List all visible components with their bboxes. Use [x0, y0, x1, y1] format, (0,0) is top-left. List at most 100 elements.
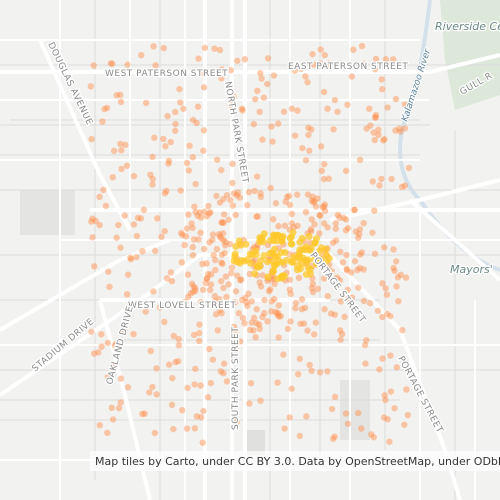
point: [133, 232, 141, 240]
point: [232, 288, 240, 295]
point: [350, 46, 357, 53]
point: [304, 79, 311, 86]
point: [104, 339, 112, 347]
point: [371, 136, 378, 144]
point: [146, 389, 153, 396]
point: [192, 287, 199, 294]
point: [401, 101, 409, 108]
point: [98, 343, 105, 350]
point: [187, 290, 195, 297]
point: [189, 154, 197, 161]
point: [232, 345, 240, 352]
point: [242, 294, 249, 302]
point: [254, 213, 262, 220]
point: [354, 409, 362, 417]
place-label: Riverside Ce: [435, 20, 500, 33]
point: [382, 56, 390, 63]
point: [261, 296, 268, 304]
point: [317, 143, 325, 150]
point: [113, 340, 120, 348]
point: [204, 270, 212, 278]
point: [206, 345, 213, 353]
point: [188, 280, 196, 287]
point: [212, 311, 220, 318]
point: [191, 203, 198, 210]
point: [260, 94, 268, 101]
point: [238, 105, 246, 112]
point: [241, 56, 249, 63]
point: [231, 250, 239, 258]
street-label: EAST PATERSON STREET: [288, 62, 408, 72]
point: [212, 256, 219, 264]
point: [284, 325, 292, 333]
point: [200, 84, 208, 91]
point: [185, 211, 192, 218]
point: [218, 251, 225, 258]
point: [200, 147, 207, 154]
point: [258, 234, 266, 242]
point: [308, 126, 315, 133]
point: [344, 224, 352, 232]
point: [234, 272, 241, 279]
point: [253, 306, 260, 313]
point: [391, 405, 398, 412]
point: [292, 299, 300, 307]
point: [272, 200, 280, 207]
point: [288, 258, 296, 266]
point: [264, 318, 271, 325]
point: [381, 392, 388, 399]
point: [137, 215, 145, 222]
point: [354, 234, 362, 242]
point: [220, 219, 227, 227]
point: [339, 259, 347, 266]
point: [376, 366, 383, 373]
point: [381, 136, 388, 143]
point: [204, 275, 211, 282]
point: [147, 347, 154, 355]
point: [153, 391, 160, 398]
point: [180, 105, 187, 112]
point: [390, 264, 397, 272]
point: [163, 275, 171, 282]
point: [311, 221, 318, 228]
point: [320, 220, 328, 227]
point: [393, 364, 401, 371]
point: [268, 308, 275, 315]
point: [189, 116, 197, 124]
point: [392, 258, 400, 265]
point: [342, 227, 350, 234]
point: [248, 251, 256, 259]
point: [104, 373, 112, 381]
point: [275, 313, 283, 320]
point: [351, 206, 358, 214]
point: [160, 135, 167, 143]
point: [305, 232, 313, 240]
point: [311, 198, 318, 205]
point: [257, 397, 264, 404]
point: [395, 298, 402, 305]
point: [189, 252, 197, 259]
point: [237, 276, 245, 283]
point: [141, 410, 148, 417]
point: [206, 286, 214, 294]
point: [117, 140, 124, 148]
point: [192, 208, 199, 216]
point: [192, 284, 199, 292]
point: [304, 191, 312, 198]
point: [107, 60, 115, 67]
point: [309, 50, 316, 58]
point: [130, 330, 137, 338]
point: [197, 382, 204, 389]
point: [331, 96, 339, 104]
point: [215, 231, 223, 238]
point: [297, 320, 304, 327]
point: [392, 95, 400, 103]
point: [320, 175, 328, 183]
point: [197, 214, 205, 221]
point: [196, 329, 203, 337]
point: [332, 283, 340, 291]
point: [115, 404, 123, 412]
point: [321, 306, 328, 313]
point: [201, 208, 208, 215]
point: [117, 91, 124, 99]
